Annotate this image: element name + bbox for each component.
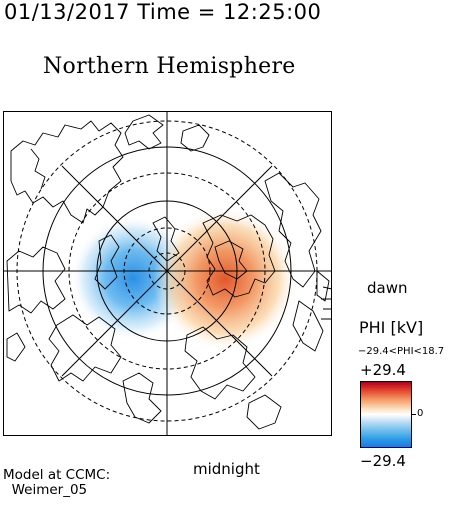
- coastline-canadian-archipelago: [264, 172, 322, 288]
- colorbar-min-label: −29.4: [360, 452, 406, 470]
- coastline-grid-edge: [321, 286, 332, 320]
- coastline-siberia-west: [6, 246, 66, 314]
- coastline-svalbard: [124, 114, 164, 150]
- credit-line-1: Model at CCMC:: [3, 467, 111, 483]
- coastline-greenland-inner: [214, 240, 248, 280]
- legend-range: −29.4<PHI<18.7: [358, 346, 445, 357]
- credit-line-2: Weimer_05: [11, 482, 88, 498]
- positive-potential-cell: [153, 207, 297, 351]
- longitude-lines: [3, 111, 332, 436]
- coastline-europe: [10, 120, 124, 224]
- polar-map: [3, 111, 332, 436]
- meridian-diagonal-b: [61, 165, 273, 377]
- coastline-hudson-east: [316, 270, 330, 302]
- legend-title: PHI [kV]: [359, 318, 424, 337]
- coastline-siberia-east: [48, 314, 122, 382]
- colorbar-zero-tick: [412, 414, 416, 415]
- coastline-pole-islands: [152, 216, 180, 262]
- datetime-title: 01/13/2017 Time = 12:25:00: [4, 0, 322, 24]
- hemisphere-title: Northern Hemisphere: [43, 54, 296, 79]
- colorbar-zero-label: 0: [417, 408, 424, 419]
- coastline-canada-east: [292, 300, 324, 352]
- coastline-scandinavia: [30, 148, 46, 190]
- dawn-label: dawn: [367, 279, 408, 297]
- coastline-franz-josef: [180, 124, 210, 152]
- coastline-alaska: [184, 326, 256, 400]
- midnight-label: midnight: [193, 460, 260, 478]
- coastline-alaska-south: [246, 394, 282, 430]
- coastline-asia-west: [6, 332, 26, 362]
- coastline-bering: [122, 372, 162, 424]
- coastline-siberian-islands: [94, 234, 120, 290]
- colorbar-max-label: +29.4: [360, 361, 406, 379]
- model-credit: Model at CCMC: Weimer_05: [3, 468, 110, 498]
- coastlines: [6, 114, 332, 430]
- coastline-greenland: [202, 214, 276, 298]
- colorbar: [360, 381, 412, 448]
